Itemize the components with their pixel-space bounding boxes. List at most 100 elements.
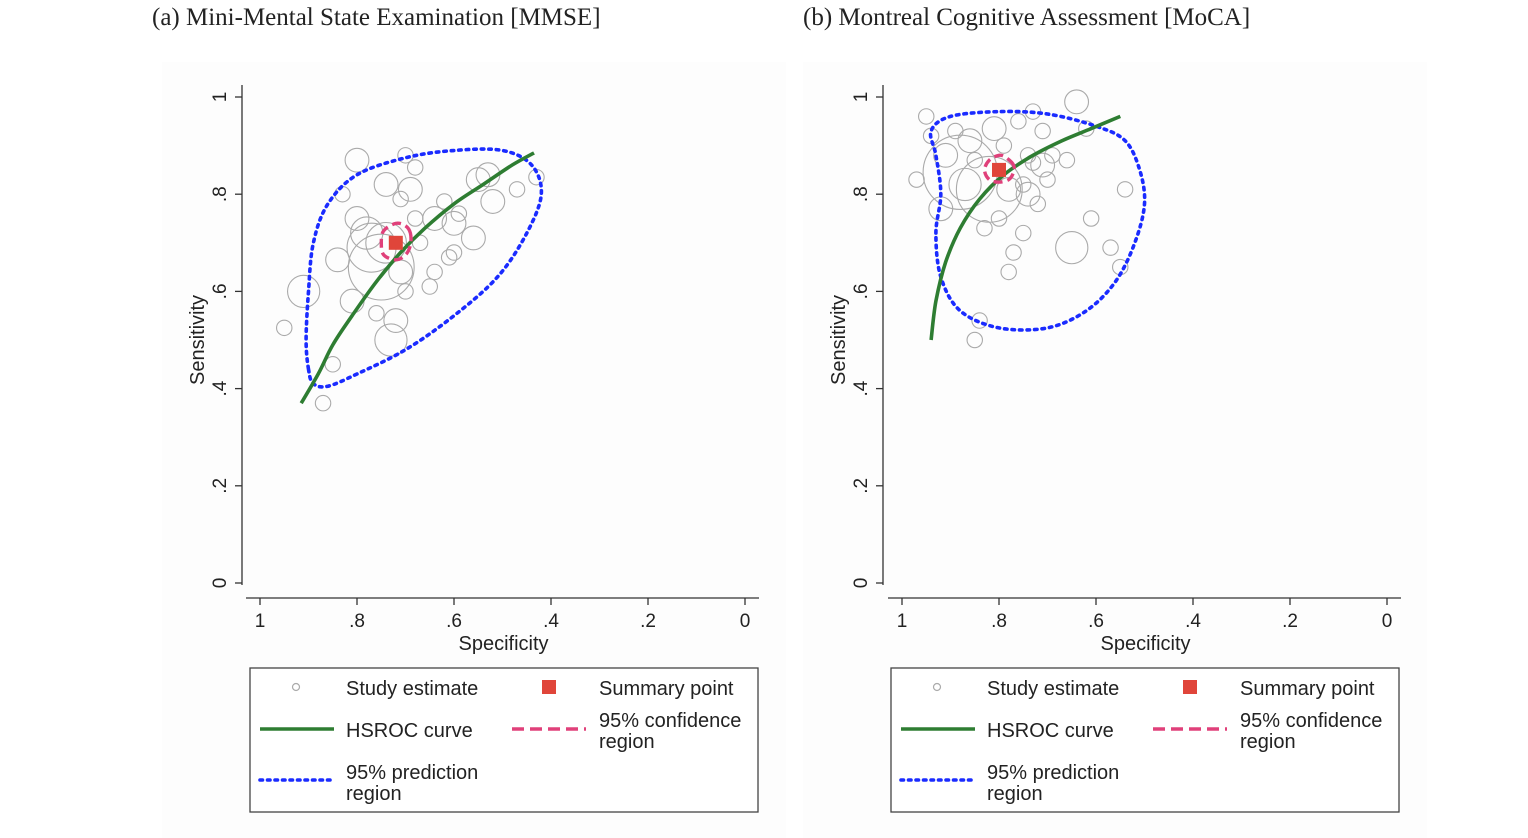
panel-b-y-axis-title: Sensitivity — [828, 295, 850, 385]
panel-a-study-point — [314, 394, 332, 412]
panel-b-study-point — [1005, 244, 1022, 261]
panel-b-x-tick-label: .8 — [991, 611, 1007, 632]
panel-a-legend-hsroc-label: HSROC curve — [346, 720, 473, 742]
panel-a-y-axis-title: Sensitivity — [187, 295, 209, 385]
panel-b-study-point — [917, 108, 935, 125]
panel-b-summary-point — [992, 162, 1006, 177]
panel-a-y-tick-label: 0 — [210, 578, 231, 589]
panel-a-study-point — [368, 305, 385, 322]
panel-b-study-point — [955, 155, 1023, 223]
panel-a-study-point — [440, 249, 458, 266]
panel-a-y-tick-label: 1 — [210, 92, 231, 103]
panel-a-y-tick-label: .6 — [210, 283, 231, 299]
panel-b-x-axis-title: Specificity — [1100, 633, 1190, 655]
panel-a-legend-confidence-label-1: 95% confidence — [599, 710, 741, 732]
panel-b-study-point — [1015, 181, 1041, 207]
panel-a-study-point — [373, 172, 399, 197]
panel-b-y-tick-label: 1 — [851, 92, 872, 103]
panel-b-study-point — [1014, 176, 1032, 193]
panel-a-study-point — [421, 278, 438, 295]
panel-a-legend-prediction-label-2: region — [346, 783, 402, 805]
panel-b-x-tick-label: .2 — [1282, 611, 1298, 632]
panel-a-x-tick-label: .2 — [640, 611, 656, 632]
panel-b-study-point — [1116, 181, 1134, 198]
panel-a-x-tick-label: .6 — [446, 611, 462, 632]
panel-a-y-tick-label: .8 — [210, 186, 231, 202]
panel-a-study-point — [286, 274, 321, 309]
panel-b-study-point — [966, 331, 983, 349]
panel-a-x-axis-title: Specificity — [458, 633, 548, 655]
panel-a-legend-confidence-label-2: region — [599, 731, 655, 753]
panel-b-study-point — [908, 171, 925, 188]
panel-b-study-point — [1000, 263, 1017, 281]
panel-b-study-point — [971, 312, 988, 329]
panel-a-study-point — [450, 205, 468, 222]
panel-a-study-point — [460, 225, 486, 251]
panel-a-legend-summary-marker — [542, 680, 556, 694]
panel-b-study-point — [933, 142, 959, 168]
panel-a-legend: Study estimate Summary point HSROC curve 95… — [249, 667, 759, 813]
panel-b-legend-confidence-label-1: 95% confidence — [1240, 710, 1382, 732]
panel-b-legend-summary-marker — [1183, 680, 1197, 694]
panel-a-study-point — [480, 189, 506, 214]
panel-a-study-point — [347, 233, 415, 301]
panel-b-study-point — [981, 116, 1007, 142]
panel-a-x-tick-label: .4 — [543, 611, 559, 632]
panel-a-study-point — [441, 210, 467, 236]
panel-a-study-point — [406, 159, 424, 176]
panel-a-plot: 0 .2 .4 .6 .8 1 1 .8 .6 .4 .2 0 Specificity Sensitivi… — [187, 85, 759, 813]
panel-a-summary-point — [388, 235, 403, 250]
panel-a-study-point — [344, 147, 370, 173]
panel-a-study-point — [422, 206, 448, 231]
panel-b-plot: 0 .2 .4 .6 .8 1 1 .8 .6 .4 .2 0 Specificity Sensitivi… — [828, 85, 1401, 813]
panel-a-prediction-region — [304, 147, 544, 389]
panel-b-legend-hsroc-label: HSROC curve — [987, 720, 1114, 742]
panel-a-study-point — [383, 308, 409, 334]
panel-b-legend-prediction-label-2: region — [987, 783, 1043, 805]
panel-a-x-tick-label: 1 — [255, 611, 266, 632]
panel-b-study-point — [1055, 231, 1089, 265]
panel-a-study-point — [426, 263, 443, 281]
panel-b-study-point — [1082, 210, 1100, 227]
panel-a-legend-summary-label: Summary point — [599, 678, 734, 700]
panel-b-y-tick-label: .2 — [851, 478, 872, 494]
panel-a-x-tick-label: 0 — [740, 611, 751, 632]
panel-b-hsroc-curve — [929, 114, 1122, 341]
panel-b-study-point — [1058, 151, 1076, 169]
panel-a-hsroc-curve — [299, 151, 535, 405]
panel-b-y-tick-label: .4 — [851, 380, 872, 396]
panel-a-study-point — [508, 181, 526, 198]
panel-b-study-point — [957, 128, 983, 154]
panel-a-legend-study-label: Study estimate — [346, 678, 478, 700]
panel-b-y-tick-label: .6 — [851, 283, 872, 299]
panel-a-legend-prediction-label-1: 95% prediction — [346, 762, 478, 784]
panel-b-x-tick-label: .4 — [1185, 611, 1201, 632]
panel-a-study-point — [397, 176, 423, 202]
panel-b-legend: Study estimate Summary point HSROC curve 95… — [890, 667, 1400, 813]
panel-b-study-point — [1029, 195, 1047, 213]
panel-b-study-point — [990, 210, 1008, 227]
panel-b-study-point — [1064, 89, 1090, 115]
panel-b-study-point — [1044, 147, 1061, 164]
panel-b-study-point — [1102, 239, 1119, 256]
panel-b-y-tick-label: 0 — [851, 578, 872, 589]
panel-b-study-point — [966, 151, 983, 169]
panel-b-study-point — [948, 167, 982, 202]
panel-a-study-point — [397, 283, 414, 300]
panel-a-x-tick-label: .8 — [349, 611, 365, 632]
panel-b-x-tick-label: .6 — [1088, 611, 1104, 632]
panel-b-legend-study-label: Study estimate — [987, 678, 1119, 700]
panel-b-study-point — [1014, 224, 1032, 242]
panel-b-study-point — [976, 219, 993, 237]
panel-a-study-point — [406, 210, 424, 227]
panel-a-y-tick-label: .4 — [210, 380, 231, 396]
panel-b-confidence-region — [982, 153, 1017, 184]
panel-a-study-point — [325, 247, 351, 273]
panel-b-legend-prediction-label-1: 95% prediction — [987, 762, 1119, 784]
panel-b-prediction-region — [928, 109, 1147, 332]
panel-b-legend-confidence-label-2: region — [1240, 731, 1296, 753]
panel-b-legend-box — [890, 667, 1400, 813]
panel-b-x-tick-label: 1 — [897, 611, 908, 632]
panel-a-study-point — [275, 319, 293, 337]
